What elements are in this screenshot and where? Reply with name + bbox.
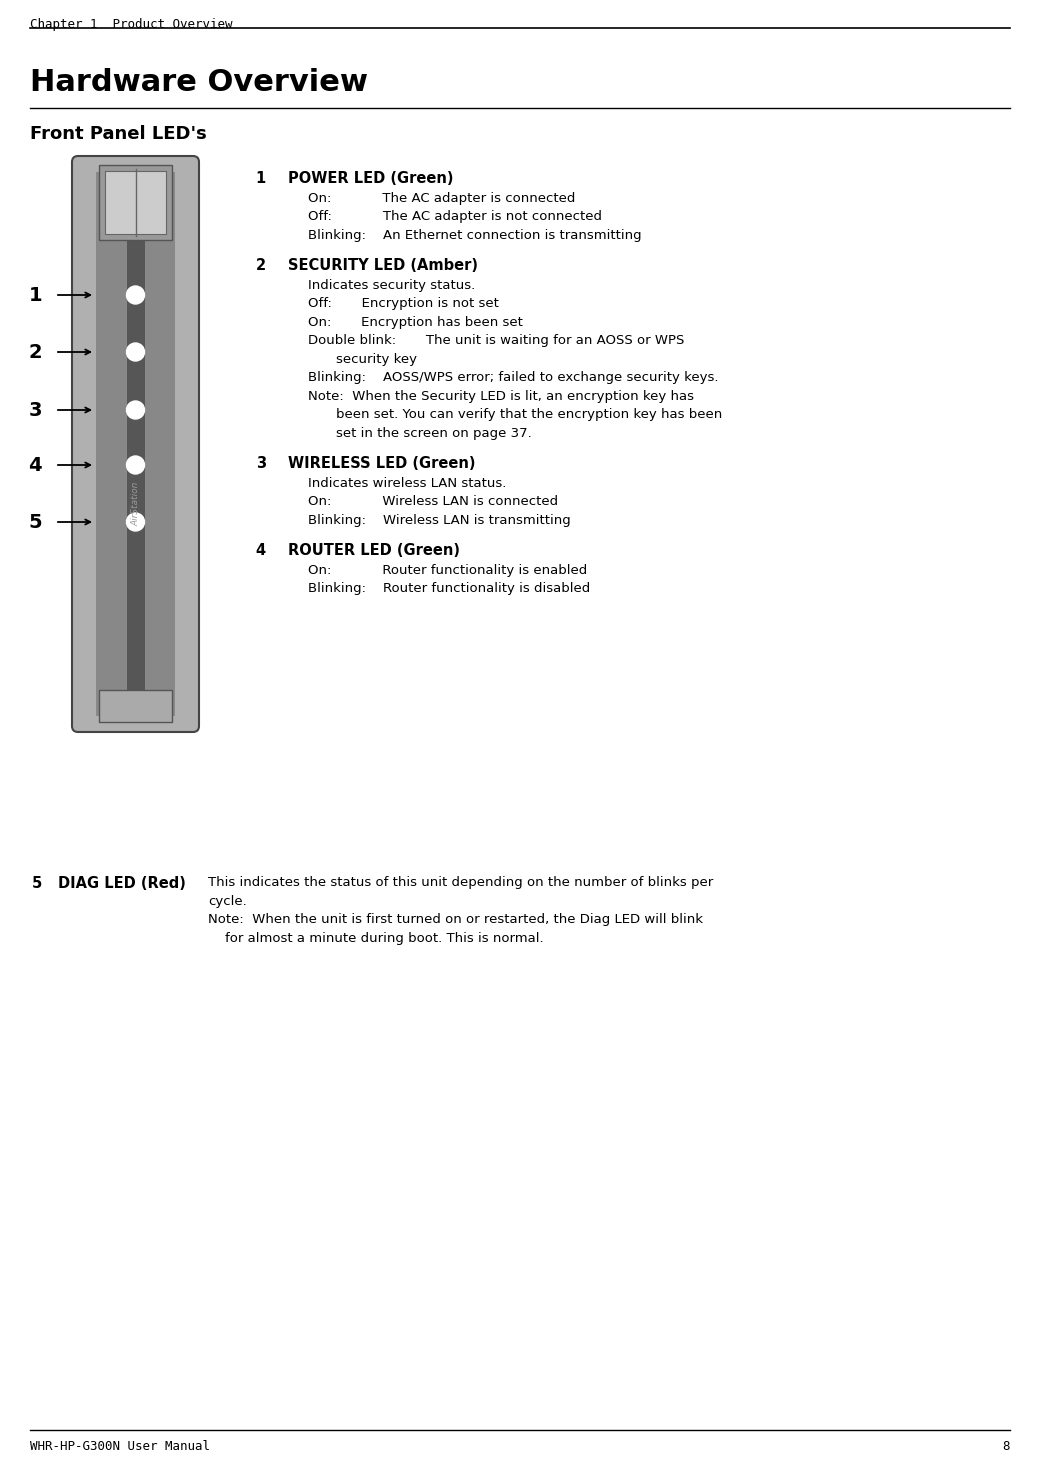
Text: This indicates the status of this unit depending on the number of blinks per: This indicates the status of this unit d… (208, 875, 713, 889)
FancyBboxPatch shape (72, 156, 199, 732)
Text: 3: 3 (28, 401, 42, 420)
Text: Indicates wireless LAN status.: Indicates wireless LAN status. (308, 477, 506, 490)
Text: 4: 4 (28, 455, 42, 474)
Bar (99, 690, 172, 722)
Text: Double blink:       The unit is waiting for an AOSS or WPS: Double blink: The unit is waiting for an… (308, 334, 685, 347)
Text: been set. You can verify that the encryption key has been: been set. You can verify that the encryp… (336, 409, 722, 422)
Text: Blinking:    AOSS/WPS error; failed to exchange security keys.: Blinking: AOSS/WPS error; failed to exch… (308, 371, 719, 384)
Text: security key: security key (336, 353, 417, 366)
Text: On:            The AC adapter is connected: On: The AC adapter is connected (308, 191, 576, 204)
Bar (96, 172, 175, 716)
Text: SECURITY LED (Amber): SECURITY LED (Amber) (288, 258, 478, 273)
Text: On:       Encryption has been set: On: Encryption has been set (308, 315, 523, 328)
Text: AirStation: AirStation (131, 481, 140, 527)
Text: DIAG LED (Red): DIAG LED (Red) (58, 875, 186, 891)
Circle shape (127, 343, 144, 360)
Text: Off:       Encryption is not set: Off: Encryption is not set (308, 298, 499, 309)
Text: Note:  When the unit is first turned on or restarted, the Diag LED will blink: Note: When the unit is first turned on o… (208, 913, 703, 926)
Circle shape (127, 514, 144, 531)
Text: Blinking:    Wireless LAN is transmitting: Blinking: Wireless LAN is transmitting (308, 514, 570, 527)
Text: WHR-HP-G300N User Manual: WHR-HP-G300N User Manual (30, 1440, 210, 1453)
Text: Chapter 1  Product Overview: Chapter 1 Product Overview (30, 18, 233, 31)
Text: On:            Wireless LAN is connected: On: Wireless LAN is connected (308, 495, 558, 508)
Text: Blinking:    Router functionality is disabled: Blinking: Router functionality is disabl… (308, 582, 590, 595)
Text: POWER LED (Green): POWER LED (Green) (288, 171, 453, 185)
Text: cycle.: cycle. (208, 894, 246, 907)
Text: 8: 8 (1003, 1440, 1010, 1453)
Bar (99, 165, 172, 239)
Text: 4: 4 (256, 543, 266, 557)
Circle shape (127, 286, 144, 303)
Text: Hardware Overview: Hardware Overview (30, 69, 368, 96)
Text: 1: 1 (256, 171, 266, 185)
Circle shape (127, 457, 144, 474)
Text: for almost a minute during boot. This is normal.: for almost a minute during boot. This is… (208, 931, 543, 944)
Text: 2: 2 (28, 343, 42, 362)
Text: 2: 2 (256, 258, 266, 273)
Text: On:            Router functionality is enabled: On: Router functionality is enabled (308, 563, 587, 576)
Text: 5: 5 (32, 875, 42, 891)
Text: Front Panel LED's: Front Panel LED's (30, 125, 207, 143)
Text: WIRELESS LED (Green): WIRELESS LED (Green) (288, 457, 476, 471)
Text: 5: 5 (28, 512, 42, 531)
Bar (127, 172, 144, 716)
Text: ROUTER LED (Green): ROUTER LED (Green) (288, 543, 460, 557)
Text: set in the screen on page 37.: set in the screen on page 37. (336, 426, 532, 439)
Circle shape (127, 401, 144, 419)
Text: 1: 1 (28, 286, 42, 305)
Text: Blinking:    An Ethernet connection is transmitting: Blinking: An Ethernet connection is tran… (308, 229, 642, 242)
Bar (105, 171, 166, 233)
Text: Indicates security status.: Indicates security status. (308, 279, 475, 292)
Text: Note:  When the Security LED is lit, an encryption key has: Note: When the Security LED is lit, an e… (308, 390, 694, 403)
Text: 3: 3 (256, 457, 266, 471)
Text: Off:            The AC adapter is not connected: Off: The AC adapter is not connected (308, 210, 602, 223)
